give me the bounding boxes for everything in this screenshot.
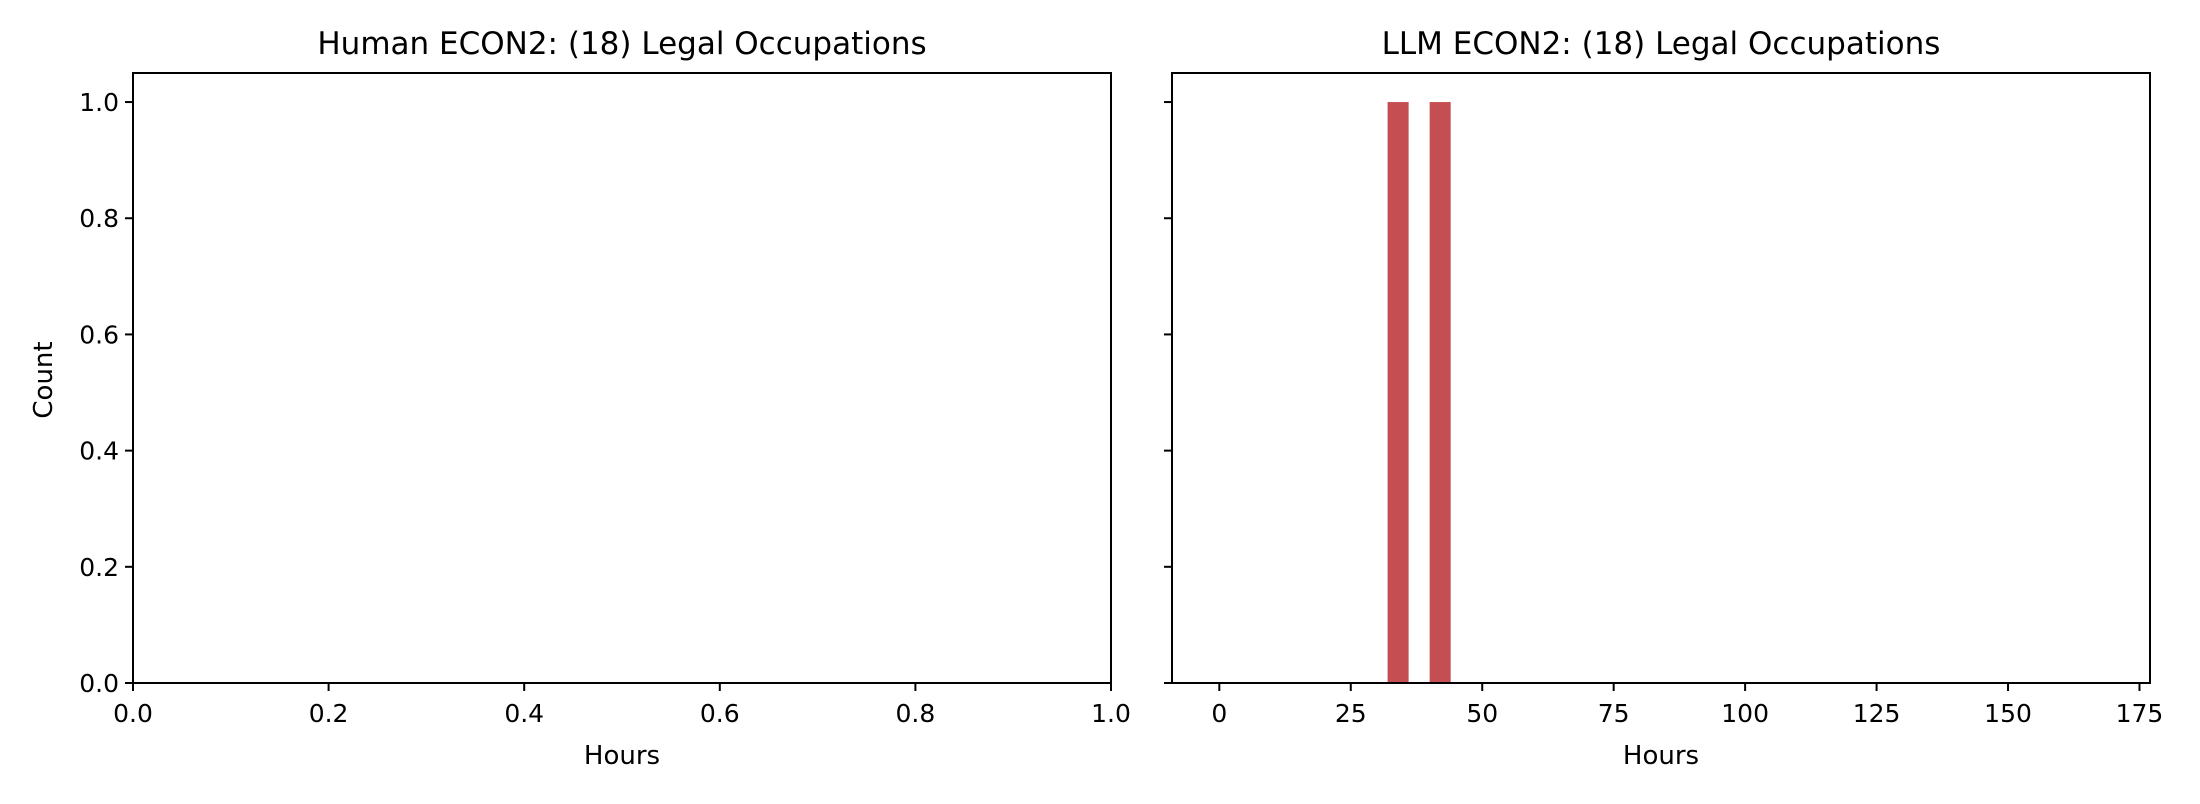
y-tick-label: 0.6	[79, 320, 119, 349]
x-tick-label: 0.6	[700, 699, 740, 728]
human-y-axis-label: Count	[29, 341, 59, 418]
x-tick-label: 50	[1466, 699, 1498, 728]
llm-x-axis-label: Hours	[1623, 741, 1699, 771]
llm-axis-ticks: 0 25 50 75 100 125 150 175	[1164, 101, 2164, 728]
x-tick-label: 0.2	[309, 699, 349, 728]
y-tick-label: 1.0	[79, 88, 119, 117]
x-tick-label: 100	[1721, 699, 1769, 728]
human-axis-ticks: 0.0 0.2 0.4 0.6 0.8 1.0 0.0 0.2 0.4 0.6 0.8 1.0	[79, 88, 1131, 728]
x-tick-label: 125	[1853, 699, 1901, 728]
x-tick-label: 0.0	[113, 699, 153, 728]
x-tick-label: 25	[1335, 699, 1367, 728]
y-tick-label: 0.0	[79, 669, 119, 698]
y-tick-label: 0.8	[79, 204, 119, 233]
x-tick-label: 0	[1211, 699, 1227, 728]
x-tick-label: 150	[1984, 699, 2032, 728]
llm-chart-title: LLM ECON2: (18) Legal Occupations	[1382, 26, 1941, 62]
y-tick-label: 0.2	[79, 553, 119, 582]
llm-bars	[1387, 102, 1451, 684]
human-panel: Human ECON2: (18) Legal Occupations Coun…	[29, 26, 1131, 771]
x-tick-label: 0.8	[896, 699, 936, 728]
llm-plot-frame	[1171, 72, 2151, 684]
y-tick-label: 0.4	[79, 437, 119, 466]
histogram-bar	[1429, 102, 1451, 684]
x-tick-label: 175	[2116, 699, 2164, 728]
x-tick-label: 0.4	[504, 699, 544, 728]
human-chart-title: Human ECON2: (18) Legal Occupations	[317, 26, 926, 62]
llm-panel: LLM ECON2: (18) Legal Occupations Hours …	[1164, 26, 2163, 771]
histogram-bar	[1387, 102, 1409, 684]
x-tick-label: 75	[1598, 699, 1630, 728]
human-x-axis-label: Hours	[584, 741, 660, 771]
human-plot-frame	[132, 72, 1112, 684]
x-tick-label: 1.0	[1091, 699, 1131, 728]
